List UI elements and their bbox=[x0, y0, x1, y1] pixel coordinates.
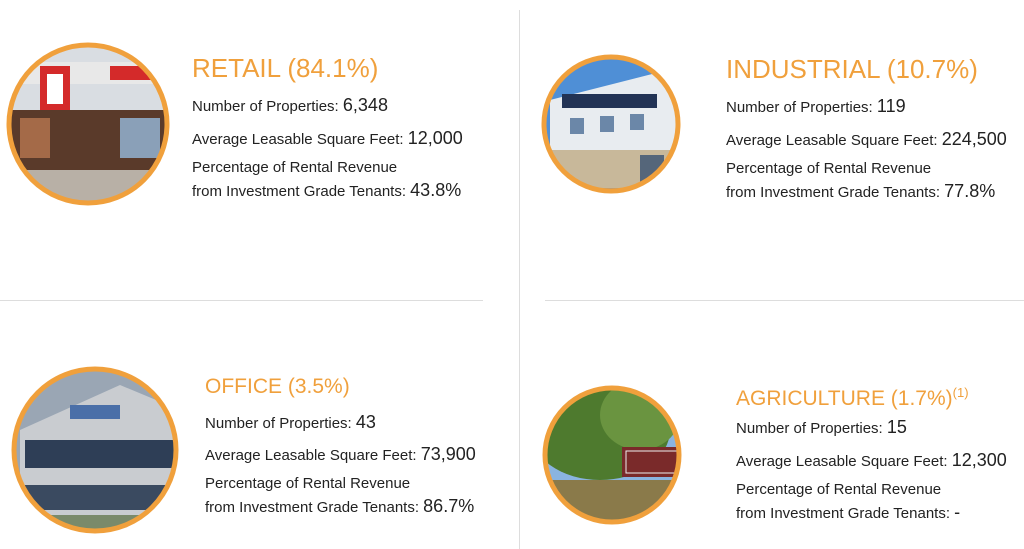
stat-value: 15 bbox=[886, 417, 907, 437]
stat-line: Average Leasable Square Feet: 73,900 bbox=[205, 443, 476, 467]
stat-line: Percentage of Rental Revenue bbox=[726, 158, 995, 180]
retail-photo bbox=[10, 46, 166, 202]
stat-label: Number of Properties: bbox=[726, 99, 873, 116]
stat: Number of Properties: 15 bbox=[736, 416, 907, 440]
stat-label: Average Leasable Square Feet: bbox=[205, 447, 417, 464]
stat-value: 119 bbox=[876, 96, 906, 116]
stat-line: from Investment Grade Tenants: - bbox=[736, 501, 960, 525]
stat-value: 6,348 bbox=[342, 95, 388, 115]
stat: Percentage of Rental Revenue from Investm… bbox=[736, 479, 960, 525]
stat: Average Leasable Square Feet: 12,000 bbox=[192, 127, 463, 151]
stat-label: Number of Properties: bbox=[736, 420, 883, 437]
stat-label: Average Leasable Square Feet: bbox=[726, 132, 938, 149]
office-photo bbox=[15, 370, 175, 530]
stat-line: from Investment Grade Tenants: 86.7% bbox=[205, 495, 474, 519]
title-text: RETAIL (84.1%) bbox=[192, 53, 379, 83]
stat-line: Number of Properties: 43 bbox=[205, 411, 376, 435]
stat-value: 43 bbox=[355, 412, 376, 432]
stat-label: Number of Properties: bbox=[192, 98, 339, 115]
stat-value: - bbox=[954, 502, 961, 522]
stat-label: from Investment Grade Tenants: bbox=[192, 183, 406, 200]
stat-line: from Investment Grade Tenants: 77.8% bbox=[726, 180, 995, 204]
stat-value: 77.8% bbox=[944, 181, 996, 201]
footnote-marker: (1) bbox=[952, 385, 969, 400]
stat-value: 86.7% bbox=[423, 496, 475, 516]
stat-label: Percentage of Rental Revenue bbox=[726, 160, 932, 177]
title-text: AGRICULTURE (1.7%) bbox=[736, 387, 953, 410]
stat-label: Percentage of Rental Revenue bbox=[192, 159, 398, 176]
category-title: AGRICULTURE (1.7%)(1) bbox=[736, 378, 969, 414]
stat-label: from Investment Grade Tenants: bbox=[205, 499, 419, 516]
stat-label: Percentage of Rental Revenue bbox=[205, 475, 411, 492]
title-text: OFFICE (3.5%) bbox=[205, 375, 350, 398]
category-title: OFFICE (3.5%) bbox=[205, 372, 350, 402]
stat-label: Percentage of Rental Revenue bbox=[736, 481, 942, 498]
stat: Number of Properties: 43 bbox=[205, 411, 376, 435]
stat-value: 224,500 bbox=[941, 129, 1007, 149]
stat: Number of Properties: 119 bbox=[726, 95, 906, 119]
category-title: INDUSTRIAL (10.7%) bbox=[726, 54, 978, 84]
stat: Number of Properties: 6,348 bbox=[192, 94, 388, 118]
stat-value: 12,000 bbox=[407, 128, 463, 148]
stat: Average Leasable Square Feet: 224,500 bbox=[726, 128, 1007, 152]
stat-line: Number of Properties: 15 bbox=[736, 416, 907, 440]
stat: Average Leasable Square Feet: 12,300 bbox=[736, 449, 1007, 473]
stat-line: Percentage of Rental Revenue bbox=[205, 473, 474, 495]
agriculture-photo bbox=[546, 389, 678, 521]
stat-line: Number of Properties: 119 bbox=[726, 95, 906, 119]
stat-value: 12,300 bbox=[951, 450, 1007, 470]
stat-label: from Investment Grade Tenants: bbox=[736, 505, 950, 522]
category-title: RETAIL (84.1%) bbox=[192, 53, 378, 83]
stat-value: 43.8% bbox=[410, 180, 462, 200]
stat-line: from Investment Grade Tenants: 43.8% bbox=[192, 179, 461, 203]
title-text: INDUSTRIAL (10.7%) bbox=[726, 54, 978, 84]
stat-label: from Investment Grade Tenants: bbox=[726, 184, 940, 201]
stat-line: Percentage of Rental Revenue bbox=[736, 479, 960, 501]
stat-label: Number of Properties: bbox=[205, 415, 352, 432]
stat-line: Average Leasable Square Feet: 12,300 bbox=[736, 449, 1007, 473]
stat-line: Percentage of Rental Revenue bbox=[192, 157, 461, 179]
stat: Average Leasable Square Feet: 73,900 bbox=[205, 443, 476, 467]
stat: Percentage of Rental Revenue from Investm… bbox=[205, 473, 474, 519]
stat: Percentage of Rental Revenue from Investm… bbox=[726, 158, 995, 204]
stat-label: Average Leasable Square Feet: bbox=[192, 131, 404, 148]
stat-line: Average Leasable Square Feet: 224,500 bbox=[726, 128, 1007, 152]
stat: Percentage of Rental Revenue from Investm… bbox=[192, 157, 461, 203]
stat-value: 73,900 bbox=[420, 444, 476, 464]
stat-label: Average Leasable Square Feet: bbox=[736, 453, 948, 470]
stat-line: Number of Properties: 6,348 bbox=[192, 94, 388, 118]
stat-line: Average Leasable Square Feet: 12,000 bbox=[192, 127, 463, 151]
